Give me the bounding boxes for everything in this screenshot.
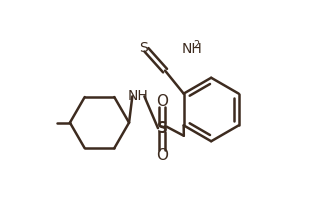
Text: NH: NH bbox=[182, 42, 202, 56]
Text: 2: 2 bbox=[193, 40, 199, 50]
Text: S: S bbox=[139, 41, 148, 55]
Text: O: O bbox=[156, 148, 168, 163]
Text: O: O bbox=[156, 94, 168, 109]
Text: S: S bbox=[156, 121, 168, 136]
Text: NH: NH bbox=[127, 89, 148, 103]
